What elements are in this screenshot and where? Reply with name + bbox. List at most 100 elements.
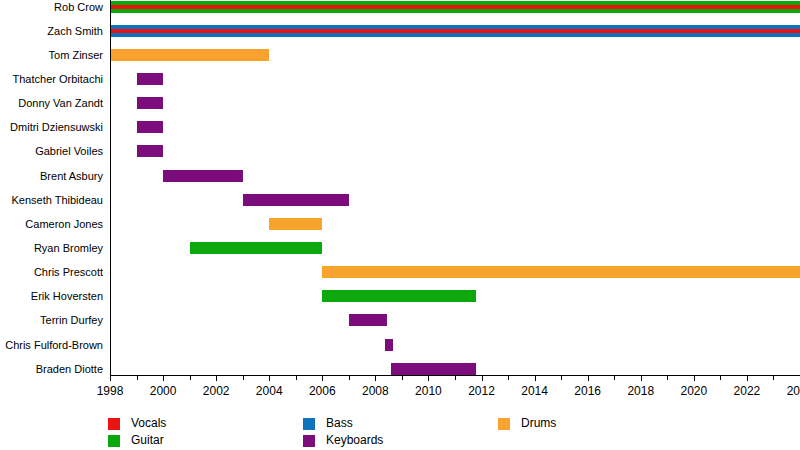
timeline-bar [137, 121, 164, 133]
x-axis-major-tick [747, 376, 748, 381]
bar-stripe-keyboards [349, 314, 387, 326]
x-axis-tick-label: 2020 [680, 384, 707, 398]
x-axis-minor-tick [243, 376, 244, 380]
timeline-bar [137, 145, 164, 157]
x-axis-major-tick [588, 376, 589, 381]
x-axis-minor-tick [614, 376, 615, 380]
member-label: Dmitri Dziensuwski [10, 121, 103, 133]
bar-stripe-drums [110, 49, 269, 61]
bar-stripe-guitar [322, 290, 476, 302]
timeline-bar [137, 73, 164, 85]
y-axis-line [110, 0, 111, 381]
x-axis-minor-tick [773, 376, 774, 380]
legend-label: Keyboards [326, 433, 383, 447]
band-members-timeline-chart: Rob Crow Zach Smith Tom Zinser Thatcher Orb… [0, 0, 800, 450]
x-axis-major-tick [428, 376, 429, 381]
bar-stripe-keyboards [137, 145, 164, 157]
x-axis-tick-label: 2018 [627, 384, 654, 398]
bar-stripe-keyboards [385, 339, 393, 351]
timeline-bar [391, 363, 476, 375]
member-label: Terrin Durfey [40, 314, 103, 326]
bar-stripe-keyboards [243, 194, 349, 206]
bar-stripe-keyboards [137, 73, 164, 85]
x-axis-major-tick [641, 376, 642, 381]
x-axis-minor-tick [720, 376, 721, 380]
timeline-bar [269, 218, 322, 230]
x-axis-minor-tick [561, 376, 562, 380]
x-axis-major-tick [535, 376, 536, 381]
timeline-bar [190, 242, 323, 254]
bar-stripe-keyboards [391, 363, 476, 375]
x-axis-minor-tick [349, 376, 350, 380]
member-label: Braden Diotte [36, 363, 103, 375]
x-axis-tick-label: 2008 [362, 384, 389, 398]
bar-stripe-bass [110, 33, 800, 37]
x-axis-major-tick [375, 376, 376, 381]
legend-label: Drums [521, 416, 556, 430]
member-label: Chris Fulford-Brown [5, 339, 103, 351]
member-label: Erik Hoversten [31, 290, 103, 302]
legend-label: Vocals [131, 416, 166, 430]
member-label: Kenseth Thibideau [11, 194, 103, 206]
x-axis-minor-tick [137, 376, 138, 380]
bar-stripe-guitar [190, 242, 323, 254]
x-axis-tick-label: 2006 [309, 384, 336, 398]
member-label: Gabriel Voiles [35, 145, 103, 157]
timeline-bar [322, 290, 476, 302]
x-axis-tick-label: 1998 [97, 384, 124, 398]
x-axis-tick-label: 2012 [468, 384, 495, 398]
legend-label: Bass [326, 416, 353, 430]
legend-swatch-drums [498, 418, 510, 430]
timeline-bar [137, 97, 164, 109]
member-label: Rob Crow [54, 1, 103, 13]
member-label: Chris Prescott [34, 266, 103, 278]
x-axis-tick-label: 2014 [521, 384, 548, 398]
member-label: Donny Van Zandt [18, 97, 103, 109]
member-label: Tom Zinser [49, 49, 103, 61]
timeline-bar [322, 266, 800, 278]
legend-swatch-bass [303, 418, 315, 430]
timeline-bar [163, 170, 243, 182]
x-axis-tick-label: 2022 [734, 384, 761, 398]
x-axis-tick-label: 2016 [574, 384, 601, 398]
bar-stripe-keyboards [137, 121, 164, 133]
x-axis-major-tick [163, 376, 164, 381]
member-label: Cameron Jones [25, 218, 103, 230]
member-label: Ryan Bromley [34, 242, 103, 254]
x-axis-major-tick [216, 376, 217, 381]
x-axis-major-tick [694, 376, 695, 381]
timeline-bar [110, 49, 269, 61]
x-axis-tick-label: 2010 [415, 384, 442, 398]
timeline-bar [385, 339, 393, 351]
x-axis-tick-label: 2004 [256, 384, 283, 398]
x-axis-major-tick [269, 376, 270, 381]
bar-stripe-keyboards [137, 97, 164, 109]
x-axis-minor-tick [508, 376, 509, 380]
legend-label: Guitar [131, 433, 164, 447]
timeline-bar [349, 314, 387, 326]
x-axis-major-tick [110, 376, 111, 381]
member-label: Brent Asbury [40, 170, 103, 182]
member-label: Thatcher Orbitachi [13, 73, 103, 85]
bar-stripe-keyboards [163, 170, 243, 182]
legend-swatch-vocals [108, 418, 120, 430]
timeline-bar [243, 194, 349, 206]
x-axis-minor-tick [455, 376, 456, 380]
x-axis-major-tick [482, 376, 483, 381]
bar-stripe-drums [322, 266, 800, 278]
x-axis-tick-label: 2024 [787, 384, 800, 398]
legend-swatch-keyboards [303, 435, 315, 447]
member-label: Zach Smith [47, 25, 103, 37]
x-axis-major-tick [322, 376, 323, 381]
x-axis-tick-label: 2002 [203, 384, 230, 398]
x-axis-minor-tick [667, 376, 668, 380]
bar-stripe-drums [269, 218, 322, 230]
legend-swatch-guitar [108, 435, 120, 447]
bar-stripe-guitar [110, 9, 800, 13]
x-axis-minor-tick [296, 376, 297, 380]
x-axis-minor-tick [402, 376, 403, 380]
x-axis-tick-label: 2000 [150, 384, 177, 398]
timeline-bar [110, 1, 800, 13]
x-axis-minor-tick [190, 376, 191, 380]
timeline-bar [110, 25, 800, 37]
